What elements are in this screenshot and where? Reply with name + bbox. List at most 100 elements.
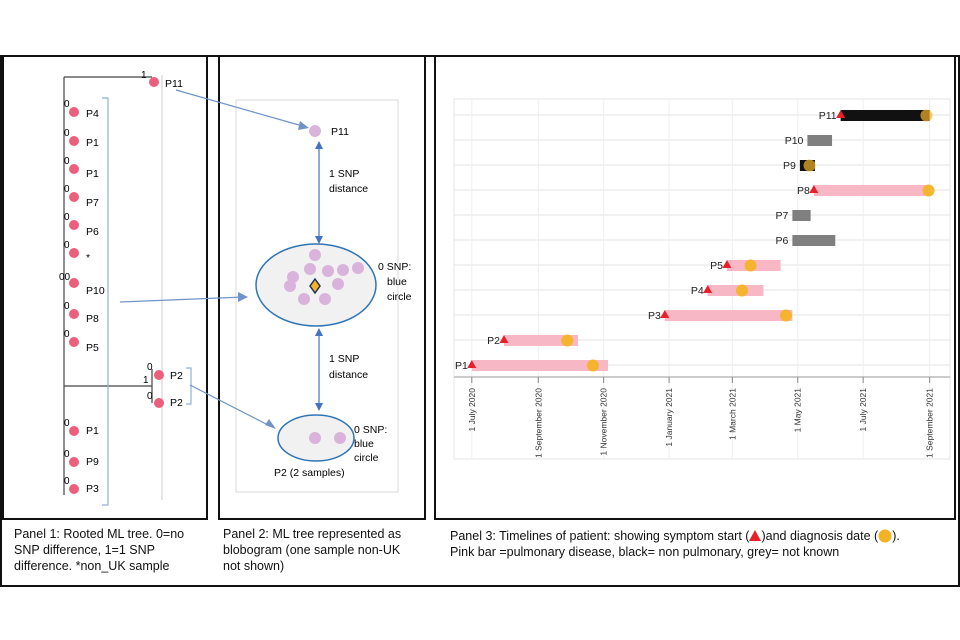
diagnosis-circle-icon bbox=[878, 529, 892, 543]
diagnosis-marker bbox=[735, 284, 748, 297]
lower-tips: 0 P1 0 P9 0 P3 bbox=[64, 418, 99, 495]
panel2-blobogram: P11 1 SNP distance 0 SNP: blue circle 1 … bbox=[235, 99, 412, 493]
timeline-bar bbox=[792, 210, 811, 221]
snp-distance-label: 1 SNP bbox=[329, 353, 359, 365]
small-blob-caption: P2 (2 samples) bbox=[274, 467, 345, 479]
tick-label: 1 July 2021 bbox=[858, 388, 868, 432]
tip-node bbox=[69, 220, 79, 230]
tip-node bbox=[69, 457, 79, 467]
branch-label: 0 bbox=[64, 128, 70, 139]
tip-node bbox=[69, 426, 79, 436]
tip-node bbox=[69, 278, 79, 288]
tick-label: 1 May 2021 bbox=[793, 388, 803, 433]
tip-label: P9 bbox=[86, 456, 99, 468]
tip-node bbox=[69, 164, 79, 174]
tip-node bbox=[149, 77, 159, 87]
sample-dot bbox=[332, 278, 344, 290]
sample-dot bbox=[298, 293, 310, 305]
sample-dot bbox=[309, 249, 321, 261]
tip-label: P1 bbox=[86, 168, 99, 180]
branch-label: 0 bbox=[64, 476, 70, 487]
tick-label: 1 September 2021 bbox=[925, 388, 935, 458]
panel1-caption: Panel 1: Rooted ML tree. 0=no SNP differ… bbox=[14, 526, 184, 574]
caption-line: not shown) bbox=[223, 559, 285, 573]
sample-dot bbox=[309, 432, 321, 444]
branch-label: 0 bbox=[64, 240, 70, 251]
timeline-bar bbox=[664, 310, 793, 321]
sample-dot bbox=[337, 264, 349, 276]
p11-node bbox=[309, 125, 321, 137]
blob-label: circle bbox=[387, 291, 412, 303]
row-label: P4 bbox=[691, 285, 704, 297]
tip-node bbox=[69, 309, 79, 319]
tip-node bbox=[69, 192, 79, 202]
symptom-marker bbox=[467, 360, 477, 368]
diagnosis-marker bbox=[920, 109, 933, 122]
tip-label: P4 bbox=[86, 108, 99, 120]
row-label: P1 bbox=[455, 360, 468, 372]
blob-label: 0 SNP: bbox=[354, 424, 387, 436]
tick-label: 1 July 2020 bbox=[467, 388, 477, 432]
diagnosis-marker bbox=[803, 159, 816, 172]
branch-label: 1 bbox=[143, 375, 149, 386]
timeline-chart: 1 July 2020 1 September 2020 1 November 20… bbox=[453, 98, 951, 460]
tick-label: 1 March 2021 bbox=[727, 388, 737, 440]
caption-line-2: Pink bar =pulmonary disease, black= non … bbox=[450, 545, 840, 559]
tip-label: P2 bbox=[170, 370, 183, 382]
symptom-marker bbox=[836, 110, 846, 118]
timeline-bar bbox=[503, 335, 578, 346]
non-uk-diamond bbox=[309, 277, 321, 295]
timeline-bar bbox=[807, 135, 833, 146]
row-label: P2 bbox=[487, 335, 500, 347]
sample-dot bbox=[319, 293, 331, 305]
diagnosis-marker bbox=[561, 334, 574, 347]
snp-distance-label: distance bbox=[329, 183, 368, 195]
timeline-bar bbox=[707, 285, 764, 296]
timeline-bar bbox=[792, 235, 836, 246]
tip-label: * bbox=[86, 252, 90, 264]
tick-label: 1 January 2021 bbox=[664, 388, 674, 447]
caption-text: Panel 3: Timelines of patient: showing s… bbox=[450, 529, 750, 543]
row-label: P3 bbox=[648, 310, 661, 322]
sample-dot bbox=[304, 263, 316, 275]
branch-label: 0 bbox=[147, 362, 153, 373]
caption-line: Panel 1: Rooted ML tree. 0=no bbox=[14, 527, 185, 541]
panel2-caption: Panel 2: ML tree represented as blobogra… bbox=[223, 526, 401, 574]
row-label: P11 bbox=[819, 110, 837, 122]
diagnosis-marker bbox=[586, 359, 599, 372]
caption-line: SNP difference, 1=1 SNP bbox=[14, 543, 155, 557]
symptom-marker bbox=[722, 260, 732, 268]
row-label: P9 bbox=[783, 160, 796, 172]
tip-label: P2 bbox=[170, 397, 183, 409]
tick-label: 1 November 2020 bbox=[599, 388, 609, 456]
blob-label: blue bbox=[354, 438, 374, 450]
symptom-marker bbox=[499, 335, 509, 343]
row-label: P10 bbox=[785, 135, 804, 147]
timeline-bar bbox=[840, 110, 930, 121]
tip-label: P11 bbox=[165, 78, 183, 90]
tip-node bbox=[69, 248, 79, 258]
branch-label: 0 bbox=[64, 329, 70, 340]
tip-list: 0 P4 0 P1 0 P1 0 P7 0 P6 0 * 00 P10 0 P8… bbox=[59, 99, 105, 354]
sample-dot bbox=[284, 280, 296, 292]
branch-label: 00 bbox=[59, 272, 71, 283]
root-branch-label: 1 bbox=[141, 70, 147, 81]
symptom-marker bbox=[660, 310, 670, 318]
panel2-frame bbox=[218, 55, 426, 520]
symptom-marker bbox=[703, 285, 713, 293]
snp-distance-label: 1 SNP bbox=[329, 168, 359, 180]
symptom-triangle-icon bbox=[749, 530, 762, 541]
snp-distance-label: distance bbox=[329, 369, 368, 381]
caption-line: blobogram (one sample non-UK bbox=[223, 543, 401, 557]
branch-label: 0 bbox=[64, 156, 70, 167]
timeline-bar bbox=[471, 360, 608, 371]
diagnosis-marker bbox=[779, 309, 792, 322]
p11-label: P11 bbox=[331, 126, 349, 138]
diagnosis-marker bbox=[922, 184, 935, 197]
caption-line-1: Panel 3: Timelines of patient: showing s… bbox=[450, 528, 900, 544]
branch-label: 0 bbox=[64, 418, 70, 429]
tip-node bbox=[69, 337, 79, 347]
blob-label: blue bbox=[387, 276, 407, 288]
diagnosis-marker bbox=[744, 259, 757, 272]
tip-node bbox=[69, 107, 79, 117]
